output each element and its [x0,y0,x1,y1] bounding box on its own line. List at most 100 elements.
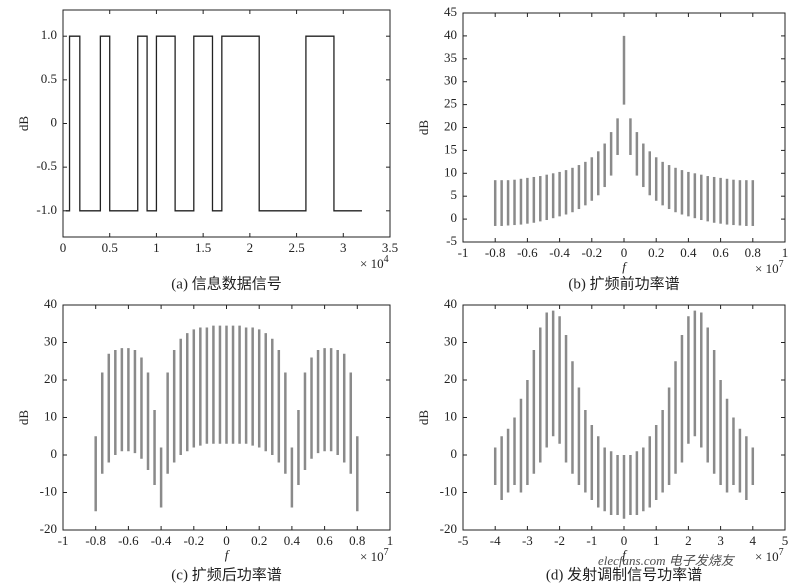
x-tick-label: -1 [58,533,69,548]
y-tick-label: 20 [444,371,457,386]
x-tick-label: 0.6 [316,533,333,548]
x-tick-label: 2 [247,240,254,255]
x-axis-label: f [622,547,628,562]
multiplier-base: × 10 [360,549,384,564]
panel: 0 0.5 1 1.5 2 2.5 3 3.5 -1.0 -0.5 0 0.5 1.0 dB × 104 (a… [16,9,398,292]
x-tick-label: 0.8 [745,245,761,260]
multiplier-base: × 10 [360,256,384,271]
y-tick-label: 1.0 [41,27,57,42]
y-tick-label: 30 [44,333,57,348]
x-tick-label: 1 [653,533,660,548]
y-axis-label: dB [16,116,31,132]
multiplier-base: × 10 [755,549,779,564]
y-axis-label: dB [416,120,431,136]
y-tick-label: -20 [40,521,57,536]
caption: (b) 扩频前功率谱 [568,275,679,292]
x-tick-label: 0.8 [349,533,365,548]
axes-box [62,9,391,238]
x-tick-label: -0.4 [151,533,172,548]
y-axis-label: dB [416,410,431,426]
x-tick-label: 4 [750,533,757,548]
y-tick-label: 0 [51,114,58,129]
y-tick-label: 35 [444,50,457,65]
x-tick-label: 0 [621,533,628,548]
x-tick-label: 0.2 [251,533,267,548]
x-tick-label: 3.5 [382,240,398,255]
y-tick-label: 20 [44,371,57,386]
x-multiplier: × 107 [755,547,784,564]
x-multiplier: × 107 [755,259,784,276]
y-tick-label: 10 [44,408,57,423]
x-tick-label: 0.2 [648,245,664,260]
x-tick-label: -0.4 [549,245,570,260]
y-tick-label: 5 [451,187,458,202]
x-multiplier: × 104 [360,254,389,271]
x-tick-label: 2.5 [288,240,304,255]
multiplier-exponent: 4 [384,254,389,265]
y-tick-label: 0 [451,210,458,225]
x-tick-label: 0 [621,245,628,260]
x-tick-label: 5 [782,533,789,548]
signal-line [65,35,362,212]
x-tick-label: 1 [387,533,394,548]
y-tick-label: 30 [444,73,457,88]
multiplier-base: × 10 [755,261,779,276]
y-tick-label: 25 [444,96,457,111]
x-tick-label: -0.6 [118,533,139,548]
x-tick-label: 3 [340,240,347,255]
x-tick-label: -2 [554,533,565,548]
caption: (d) 发射调制信号功率谱 [546,566,702,583]
x-tick-label: 0.4 [680,245,697,260]
x-tick-label: -1 [458,245,469,260]
x-tick-label: -0.2 [582,245,603,260]
caption: (c) 扩频后功率谱 [171,566,281,583]
multiplier-exponent: 7 [384,547,389,558]
x-tick-label: 1 [782,245,789,260]
y-axis-label: dB [16,410,31,426]
y-tick-label: 45 [444,4,457,19]
x-tick-label: -4 [490,533,501,548]
x-tick-label: 0 [223,533,230,548]
x-axis-label: f [225,547,231,562]
y-tick-label: 40 [44,296,57,311]
watermark: elecfans.com 电子发烧友 [598,553,736,568]
panel: -1 -0.8 -0.6 -0.4 -0.2 0 0.2 0.4 0.6 0.8 1 -20 -10 0 1… [16,296,393,583]
x-tick-label: 0.5 [102,240,118,255]
x-tick-label: -5 [458,533,469,548]
y-tick-label: 0.5 [41,71,57,86]
y-tick-label: 40 [444,27,457,42]
x-tick-label: 0.4 [284,533,301,548]
y-tick-label: -0.5 [36,158,57,173]
y-tick-label: 10 [444,408,457,423]
y-tick-label: 15 [444,141,457,156]
x-tick-label: 2 [685,533,692,548]
x-tick-label: -3 [522,533,533,548]
y-tick-label: 30 [444,333,457,348]
x-tick-label: 1 [153,240,160,255]
y-tick-label: 0 [451,446,458,461]
x-multiplier: × 107 [360,547,389,564]
x-tick-label: -0.8 [485,245,506,260]
x-tick-label: -1 [586,533,597,548]
multiplier-exponent: 7 [779,547,784,558]
x-tick-label: 3 [717,533,724,548]
y-tick-label: 0 [51,446,58,461]
y-tick-label: -1.0 [36,202,57,217]
x-tick-label: -0.8 [85,533,106,548]
caption: (a) 信息数据信号 [171,275,281,292]
x-tick-label: 1.5 [195,240,211,255]
x-tick-label: -0.6 [517,245,538,260]
x-tick-label: 0 [60,240,67,255]
y-tick-label: 10 [444,164,457,179]
panel: -1 -0.8 -0.6 -0.4 -0.2 0 0.2 0.4 0.6 0.8 1 -5 0 5 10 15… [416,4,788,292]
x-axis-label: f [622,259,628,274]
multiplier-exponent: 7 [779,259,784,270]
y-tick-label: 40 [444,296,457,311]
y-tick-label: -5 [446,233,457,248]
x-tick-label: -0.2 [184,533,205,548]
x-tick-label: 0.6 [712,245,729,260]
y-tick-label: -10 [440,483,457,498]
y-tick-label: -10 [40,483,57,498]
